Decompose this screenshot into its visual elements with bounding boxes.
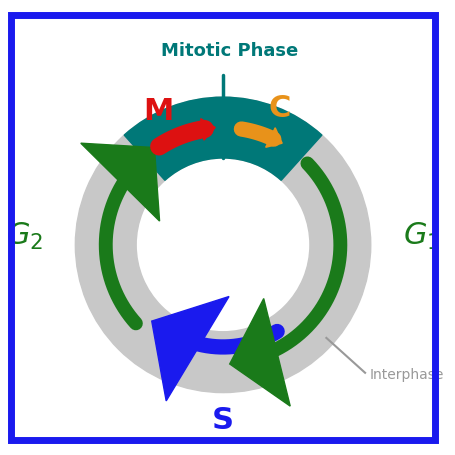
Polygon shape	[81, 143, 159, 221]
Text: $G_1$: $G_1$	[403, 221, 440, 252]
Text: C: C	[268, 94, 291, 123]
Text: Interphase: Interphase	[369, 368, 443, 382]
Text: Mitotic Phase: Mitotic Phase	[161, 42, 298, 60]
Polygon shape	[152, 297, 228, 401]
Polygon shape	[265, 128, 282, 147]
Text: S: S	[212, 406, 233, 435]
Polygon shape	[200, 119, 215, 140]
Text: $G_2$: $G_2$	[5, 221, 43, 252]
Text: M: M	[143, 97, 174, 126]
Wedge shape	[124, 97, 321, 180]
Polygon shape	[229, 298, 289, 406]
